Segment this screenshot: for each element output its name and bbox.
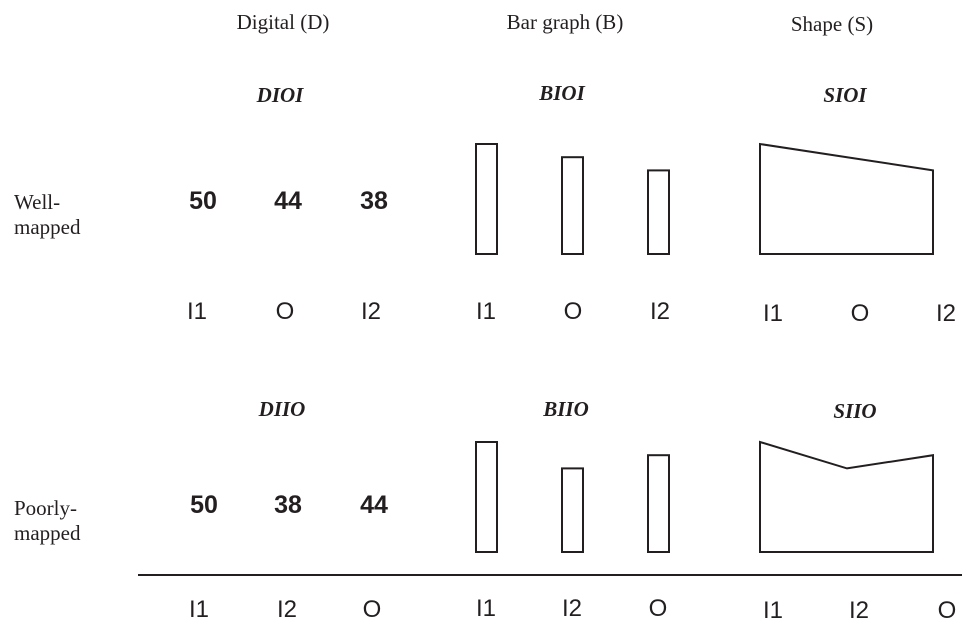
row-label-poor-line2: mapped [14,521,81,545]
item-label: O [850,300,870,327]
item-label: I1 [475,298,497,325]
item-label: O [362,596,382,623]
item-label: I1 [762,597,784,624]
digit-value: 38 [360,187,388,215]
row-label-well-line2: mapped [14,215,81,239]
item-label: I2 [935,300,957,327]
header-digital: Digital (D) [236,10,330,34]
shape-profile [759,142,934,255]
bar-i1 [475,441,498,553]
item-label: O [648,595,668,622]
header-shape: Shape (S) [790,12,874,36]
bar-i2 [561,467,584,553]
digit-value: 50 [189,187,217,215]
item-label: I2 [848,597,870,624]
row-label-poorly-mapped: Poorly- mapped [14,496,80,546]
code-diio: DIIO [258,397,306,421]
header-bar-graph: Bar graph (B) [506,10,624,34]
digit-value: 50 [190,491,218,519]
bar-o [561,156,584,255]
item-label: I1 [475,595,497,622]
item-label: I2 [360,298,382,325]
code-sioi: SIOI [823,83,867,107]
code-dioi: DIOI [256,83,304,107]
item-label: I1 [186,298,208,325]
digit-value: 44 [360,491,388,519]
row-label-poor-line1: Poorly- [14,496,77,520]
digit-value: 38 [274,491,302,519]
item-label: O [563,298,583,325]
item-label: I1 [188,596,210,623]
bar-o [647,454,670,554]
item-label: I2 [276,596,298,623]
item-label: I2 [649,298,671,325]
code-siio: SIIO [833,399,877,423]
code-bioi: BIOI [539,81,585,105]
shape-profile [759,440,934,553]
item-label: I1 [762,300,784,327]
bar-i2 [647,169,670,255]
row-label-well-line1: Well- [14,190,61,214]
item-label: O [937,597,957,624]
row-label-well-mapped: Well- mapped [14,190,80,240]
item-label: O [275,298,295,325]
digit-value: 44 [274,187,302,215]
code-biio: BIIO [543,397,589,421]
bar-i1 [475,143,498,255]
item-label: I2 [561,595,583,622]
